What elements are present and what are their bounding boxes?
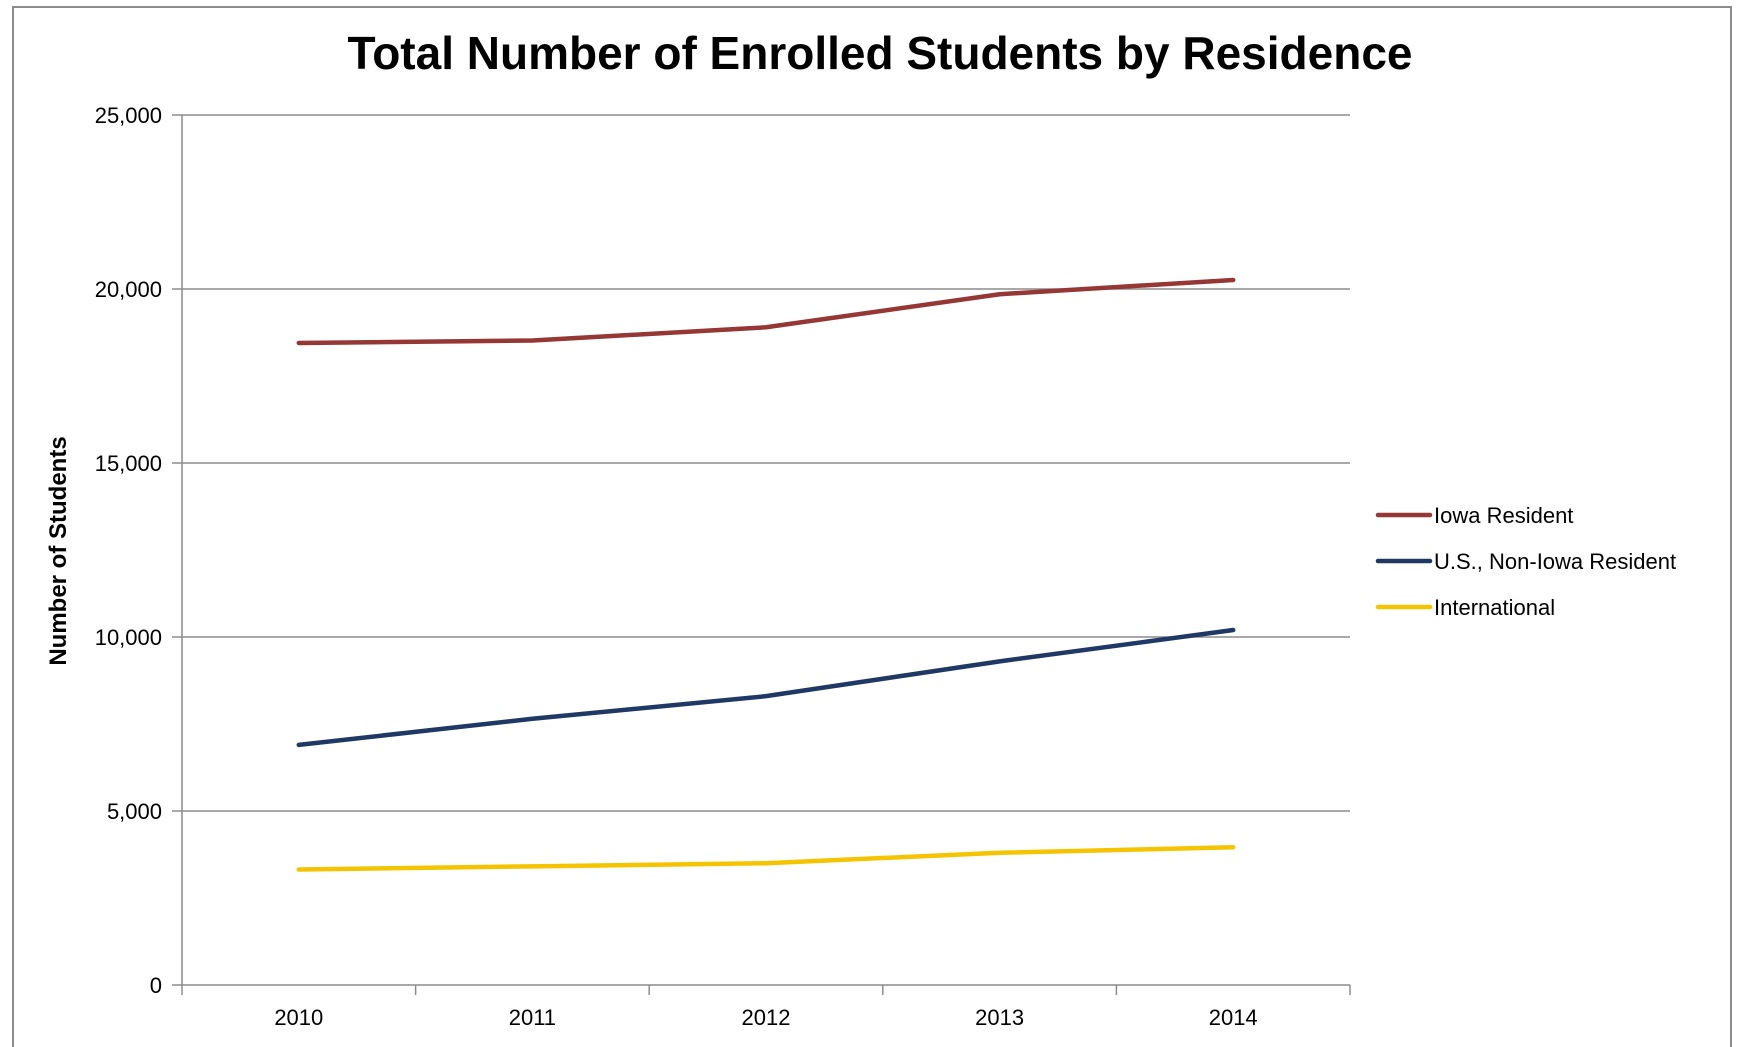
- legend-label-u-s-non-iowa-resident: U.S., Non-Iowa Resident: [1434, 549, 1676, 574]
- chart-title: Total Number of Enrolled Students by Res…: [348, 27, 1413, 79]
- y-tick-label: 25,000: [95, 103, 162, 128]
- x-tick-label: 2013: [975, 1005, 1024, 1030]
- legend: Iowa Resident U.S., Non-Iowa Resident Inte…: [1378, 503, 1676, 620]
- x-tick-label: 2011: [509, 1005, 556, 1030]
- x-axis-ticks: 2010 2011 2012 2013 2014: [274, 1005, 1257, 1030]
- series-line-u-s-non-iowa-resident: [299, 630, 1233, 745]
- x-tick-label: 2012: [742, 1005, 791, 1030]
- x-tick-label: 2010: [274, 1005, 323, 1030]
- x-tick-label: 2014: [1209, 1005, 1258, 1030]
- y-tick-label: 15,000: [95, 451, 162, 476]
- y-tick-label: 20,000: [95, 277, 162, 302]
- legend-label-iowa-resident: Iowa Resident: [1434, 503, 1573, 528]
- y-axis-title: Number of Students: [45, 436, 72, 665]
- y-tick-label: 10,000: [95, 625, 162, 650]
- series-lines: [299, 280, 1233, 870]
- series-line-international: [299, 847, 1233, 869]
- y-axis-ticks: 0 5,000 10,000 15,000 20,000 25,000: [95, 103, 162, 998]
- y-tick-label: 0: [150, 973, 162, 998]
- legend-label-international: International: [1434, 595, 1555, 620]
- y-tick-label: 5,000: [107, 799, 162, 824]
- gridlines: [182, 115, 1350, 811]
